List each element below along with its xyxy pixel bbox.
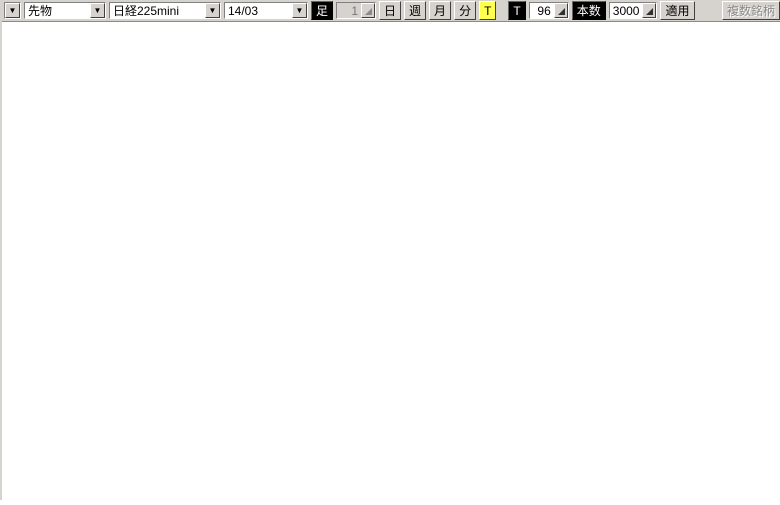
count-field[interactable]: 3000 — [608, 2, 658, 19]
t-value-field[interactable]: 96 — [528, 2, 569, 19]
contract-value: 14/03 — [228, 3, 259, 18]
spin-edit-icon[interactable] — [642, 3, 657, 18]
symbol-dropdown[interactable]: 日経225mini ▼ — [109, 2, 221, 19]
bar-interval-value: 1 — [351, 3, 359, 18]
period-week-button[interactable]: 週 — [404, 1, 427, 20]
category-value: 先物 — [28, 4, 53, 18]
period-day-button[interactable]: 日 — [379, 1, 402, 20]
count-value[interactable]: 3000 — [612, 3, 640, 18]
spin-edit-icon[interactable] — [361, 3, 376, 18]
chevron-down-icon[interactable]: ▼ — [205, 3, 220, 18]
bar-interval-field: 1 — [336, 2, 377, 19]
tick-button[interactable]: T — [479, 1, 497, 20]
count-label-button[interactable]: 本数 — [571, 1, 606, 20]
mini-dropdown[interactable]: ▼ — [4, 2, 21, 19]
contract-dropdown[interactable]: 14/03 ▼ — [224, 2, 308, 19]
apply-button[interactable]: 適用 — [660, 1, 695, 20]
bar-label-button[interactable]: 足 — [311, 1, 334, 20]
t-label-button[interactable]: T — [508, 1, 526, 20]
toolbar: ▼ 先物 ▼ 日経225mini ▼ 14/03 ▼ 足 1 日 週 月 分 T… — [2, 0, 780, 22]
period-month-button[interactable]: 月 — [429, 1, 452, 20]
chevron-down-icon[interactable]: ▼ — [292, 3, 307, 18]
chevron-down-icon[interactable]: ▼ — [5, 3, 20, 18]
chevron-down-icon[interactable]: ▼ — [90, 3, 105, 18]
period-minute-button[interactable]: 分 — [454, 1, 477, 20]
t-value[interactable]: 96 — [537, 3, 551, 18]
spin-edit-icon[interactable] — [553, 3, 568, 18]
multi-symbol-button: 複数銘柄 — [721, 1, 780, 20]
category-dropdown[interactable]: 先物 ▼ — [24, 2, 106, 19]
symbol-value: 日経225mini — [113, 4, 180, 18]
